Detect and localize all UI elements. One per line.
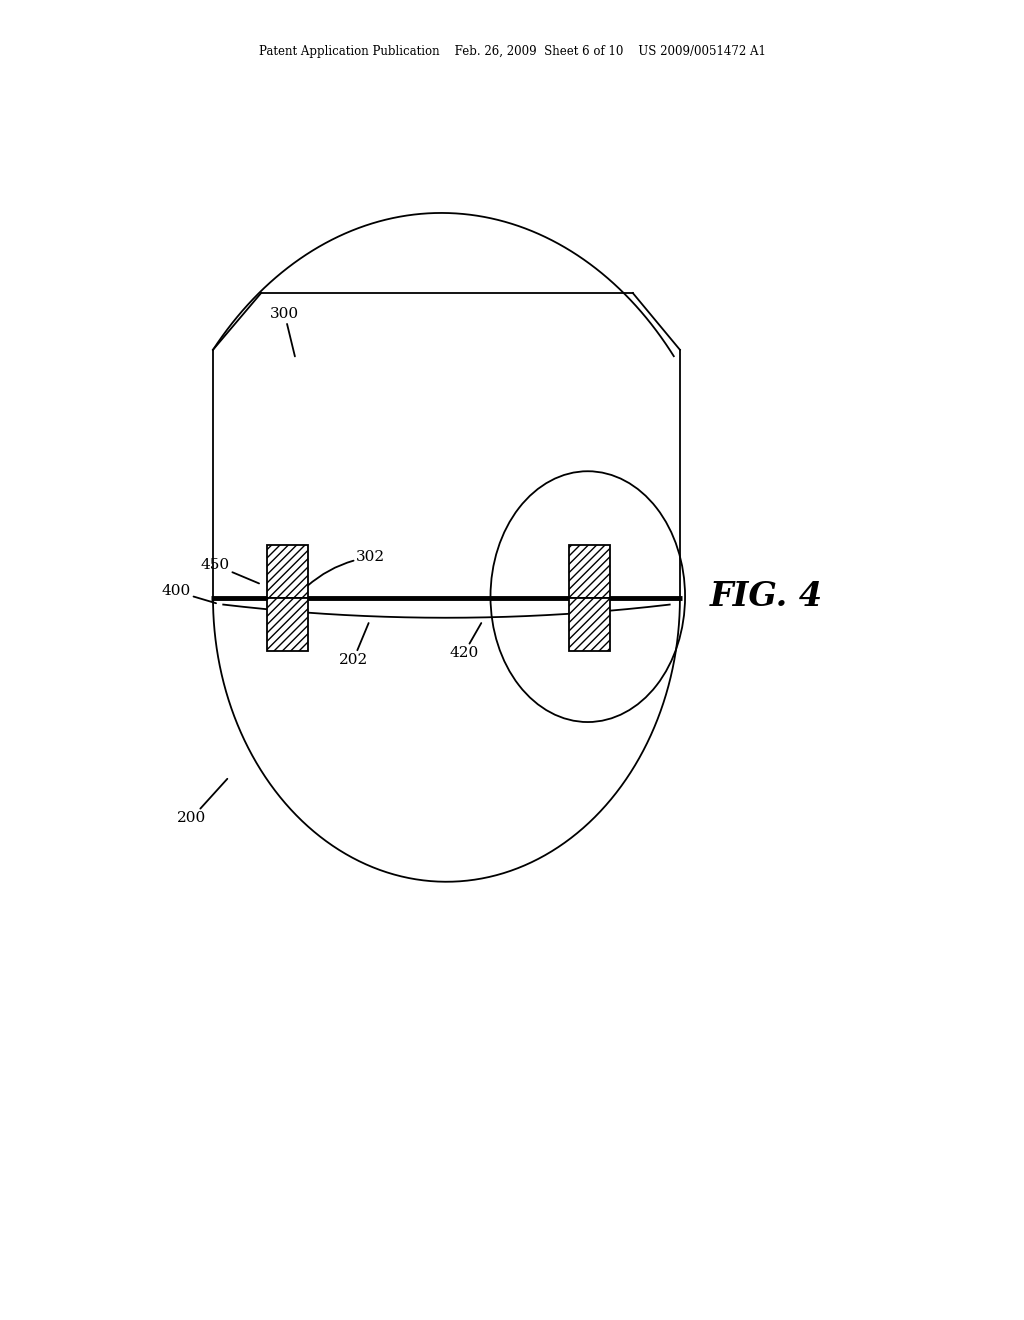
Text: 420: 420: [450, 623, 481, 660]
Text: 400: 400: [162, 585, 216, 603]
Bar: [569, 598, 610, 651]
Text: 200: 200: [177, 779, 227, 825]
Text: 450: 450: [201, 558, 259, 583]
Text: 202: 202: [339, 623, 369, 667]
Text: FIG. 4: FIG. 4: [710, 581, 822, 612]
Bar: [267, 598, 308, 651]
Text: Patent Application Publication    Feb. 26, 2009  Sheet 6 of 10    US 2009/005147: Patent Application Publication Feb. 26, …: [259, 45, 765, 58]
Bar: [569, 545, 610, 598]
Text: 300: 300: [270, 308, 299, 356]
Bar: [267, 545, 308, 598]
Text: 302: 302: [307, 550, 385, 586]
